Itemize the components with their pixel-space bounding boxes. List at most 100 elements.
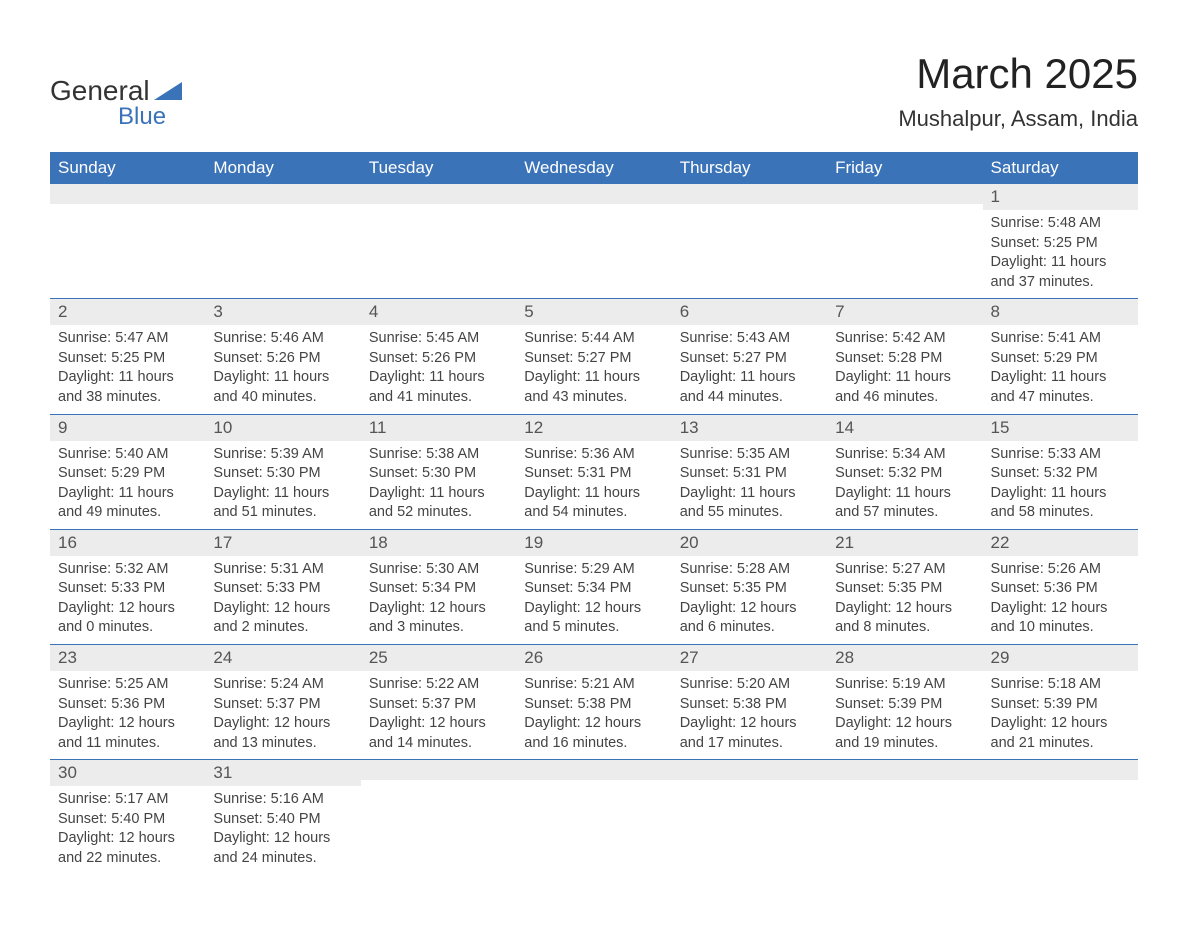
day-number [672, 760, 827, 780]
day-number: 24 [205, 645, 360, 671]
day-details: Sunrise: 5:41 AMSunset: 5:29 PMDaylight:… [983, 325, 1138, 413]
calendar-week-row: 1Sunrise: 5:48 AMSunset: 5:25 PMDaylight… [50, 184, 1138, 299]
day-details: Sunrise: 5:32 AMSunset: 5:33 PMDaylight:… [50, 556, 205, 644]
day-number [516, 760, 671, 780]
day-detail-line: Sunrise: 5:21 AM [524, 675, 663, 695]
day-details [361, 780, 516, 810]
calendar-cell: 25Sunrise: 5:22 AMSunset: 5:37 PMDayligh… [361, 645, 516, 760]
day-number: 10 [205, 415, 360, 441]
day-detail-line: Sunset: 5:39 PM [835, 695, 974, 715]
day-detail-line: Sunrise: 5:41 AM [991, 329, 1130, 349]
calendar-cell: 30Sunrise: 5:17 AMSunset: 5:40 PMDayligh… [50, 760, 205, 875]
day-details [50, 204, 205, 234]
day-detail-line: and 6 minutes. [680, 618, 819, 638]
day-number [361, 760, 516, 780]
day-detail-line: Sunrise: 5:20 AM [680, 675, 819, 695]
day-details: Sunrise: 5:40 AMSunset: 5:29 PMDaylight:… [50, 441, 205, 529]
day-detail-line: and 43 minutes. [524, 388, 663, 408]
day-detail-line: Daylight: 12 hours [835, 714, 974, 734]
day-details: Sunrise: 5:36 AMSunset: 5:31 PMDaylight:… [516, 441, 671, 529]
day-number: 11 [361, 415, 516, 441]
day-detail-line: Daylight: 11 hours [991, 253, 1130, 273]
day-number: 4 [361, 299, 516, 325]
calendar-cell: 24Sunrise: 5:24 AMSunset: 5:37 PMDayligh… [205, 645, 360, 760]
day-details: Sunrise: 5:29 AMSunset: 5:34 PMDaylight:… [516, 556, 671, 644]
day-details: Sunrise: 5:43 AMSunset: 5:27 PMDaylight:… [672, 325, 827, 413]
day-detail-line: Daylight: 11 hours [524, 368, 663, 388]
day-number [205, 184, 360, 204]
day-details: Sunrise: 5:35 AMSunset: 5:31 PMDaylight:… [672, 441, 827, 529]
calendar-cell: 19Sunrise: 5:29 AMSunset: 5:34 PMDayligh… [516, 529, 671, 644]
day-number [50, 184, 205, 204]
day-number: 27 [672, 645, 827, 671]
calendar-cell: 29Sunrise: 5:18 AMSunset: 5:39 PMDayligh… [983, 645, 1138, 760]
day-detail-line: and 5 minutes. [524, 618, 663, 638]
calendar-cell [983, 760, 1138, 875]
day-detail-line: Sunrise: 5:29 AM [524, 560, 663, 580]
day-detail-line: Daylight: 12 hours [524, 599, 663, 619]
day-detail-line: Sunrise: 5:46 AM [213, 329, 352, 349]
day-detail-line: Daylight: 12 hours [369, 599, 508, 619]
day-details [516, 204, 671, 234]
day-detail-line: Sunrise: 5:36 AM [524, 445, 663, 465]
calendar-cell [672, 760, 827, 875]
calendar-cell [361, 760, 516, 875]
day-details: Sunrise: 5:39 AMSunset: 5:30 PMDaylight:… [205, 441, 360, 529]
day-detail-line: Sunset: 5:37 PM [369, 695, 508, 715]
calendar-cell: 26Sunrise: 5:21 AMSunset: 5:38 PMDayligh… [516, 645, 671, 760]
day-details: Sunrise: 5:25 AMSunset: 5:36 PMDaylight:… [50, 671, 205, 759]
day-detail-line: Sunset: 5:31 PM [680, 464, 819, 484]
day-number: 25 [361, 645, 516, 671]
day-number: 28 [827, 645, 982, 671]
day-detail-line: Sunset: 5:25 PM [991, 234, 1130, 254]
day-detail-line: and 54 minutes. [524, 503, 663, 523]
calendar-cell: 3Sunrise: 5:46 AMSunset: 5:26 PMDaylight… [205, 299, 360, 414]
day-detail-line: and 41 minutes. [369, 388, 508, 408]
day-detail-line: Sunset: 5:35 PM [835, 579, 974, 599]
day-detail-line: and 38 minutes. [58, 388, 197, 408]
day-detail-line: Sunrise: 5:26 AM [991, 560, 1130, 580]
day-number: 20 [672, 530, 827, 556]
day-detail-line: Daylight: 12 hours [680, 714, 819, 734]
day-number: 18 [361, 530, 516, 556]
day-detail-line: Sunrise: 5:30 AM [369, 560, 508, 580]
calendar-cell: 20Sunrise: 5:28 AMSunset: 5:35 PMDayligh… [672, 529, 827, 644]
calendar-cell: 6Sunrise: 5:43 AMSunset: 5:27 PMDaylight… [672, 299, 827, 414]
day-detail-line: Sunset: 5:30 PM [213, 464, 352, 484]
logo-triangle-icon [154, 80, 182, 100]
calendar-cell: 8Sunrise: 5:41 AMSunset: 5:29 PMDaylight… [983, 299, 1138, 414]
day-detail-line: and 11 minutes. [58, 734, 197, 754]
day-detail-line: and 14 minutes. [369, 734, 508, 754]
calendar-header-row: Sunday Monday Tuesday Wednesday Thursday… [50, 152, 1138, 184]
day-header: Wednesday [516, 152, 671, 184]
day-details [516, 780, 671, 810]
calendar-cell: 13Sunrise: 5:35 AMSunset: 5:31 PMDayligh… [672, 414, 827, 529]
day-header: Sunday [50, 152, 205, 184]
day-detail-line: Daylight: 11 hours [524, 484, 663, 504]
day-detail-line: Daylight: 11 hours [835, 368, 974, 388]
calendar-cell [516, 184, 671, 299]
day-number: 26 [516, 645, 671, 671]
day-detail-line: and 0 minutes. [58, 618, 197, 638]
day-number: 19 [516, 530, 671, 556]
calendar-cell: 10Sunrise: 5:39 AMSunset: 5:30 PMDayligh… [205, 414, 360, 529]
day-detail-line: Sunrise: 5:48 AM [991, 214, 1130, 234]
day-detail-line: Sunset: 5:31 PM [524, 464, 663, 484]
day-detail-line: Daylight: 12 hours [58, 714, 197, 734]
day-detail-line: Sunset: 5:32 PM [991, 464, 1130, 484]
day-detail-line: Sunset: 5:35 PM [680, 579, 819, 599]
day-details: Sunrise: 5:42 AMSunset: 5:28 PMDaylight:… [827, 325, 982, 413]
day-details: Sunrise: 5:33 AMSunset: 5:32 PMDaylight:… [983, 441, 1138, 529]
day-detail-line: Sunrise: 5:35 AM [680, 445, 819, 465]
day-detail-line: Sunrise: 5:19 AM [835, 675, 974, 695]
day-detail-line: and 2 minutes. [213, 618, 352, 638]
day-details: Sunrise: 5:21 AMSunset: 5:38 PMDaylight:… [516, 671, 671, 759]
day-details [205, 204, 360, 234]
day-details: Sunrise: 5:18 AMSunset: 5:39 PMDaylight:… [983, 671, 1138, 759]
calendar-cell: 23Sunrise: 5:25 AMSunset: 5:36 PMDayligh… [50, 645, 205, 760]
day-number: 16 [50, 530, 205, 556]
day-detail-line: Daylight: 11 hours [213, 368, 352, 388]
calendar-cell: 5Sunrise: 5:44 AMSunset: 5:27 PMDaylight… [516, 299, 671, 414]
day-number: 7 [827, 299, 982, 325]
day-detail-line: Sunset: 5:36 PM [58, 695, 197, 715]
